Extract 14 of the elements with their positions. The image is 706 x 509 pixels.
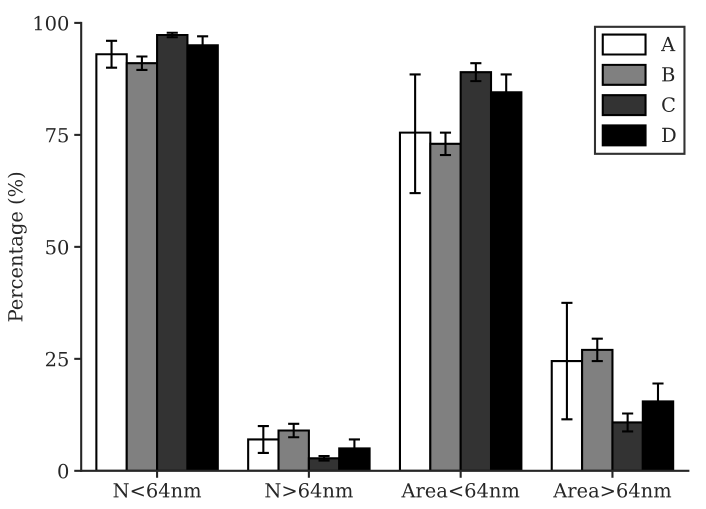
legend-label: B xyxy=(662,67,674,82)
x-tick-label: Area>64nm xyxy=(553,482,672,498)
legend-label: A xyxy=(660,36,676,52)
y-tick-label: 25 xyxy=(46,352,68,367)
x-tick-label: N>64nm xyxy=(265,482,353,498)
x-tick-label: Area<64nm xyxy=(401,482,520,498)
legend-label: C xyxy=(662,97,675,112)
y-tick-label: 50 xyxy=(46,240,68,255)
x-tick-label: N<64nm xyxy=(114,482,202,498)
y-axis-title: Percentage (%) xyxy=(8,172,27,322)
y-tick-label: 0 xyxy=(58,464,68,478)
legend-label: D xyxy=(662,128,676,142)
y-tick-label: 75 xyxy=(46,128,68,143)
y-tick-label: 100 xyxy=(34,16,68,31)
